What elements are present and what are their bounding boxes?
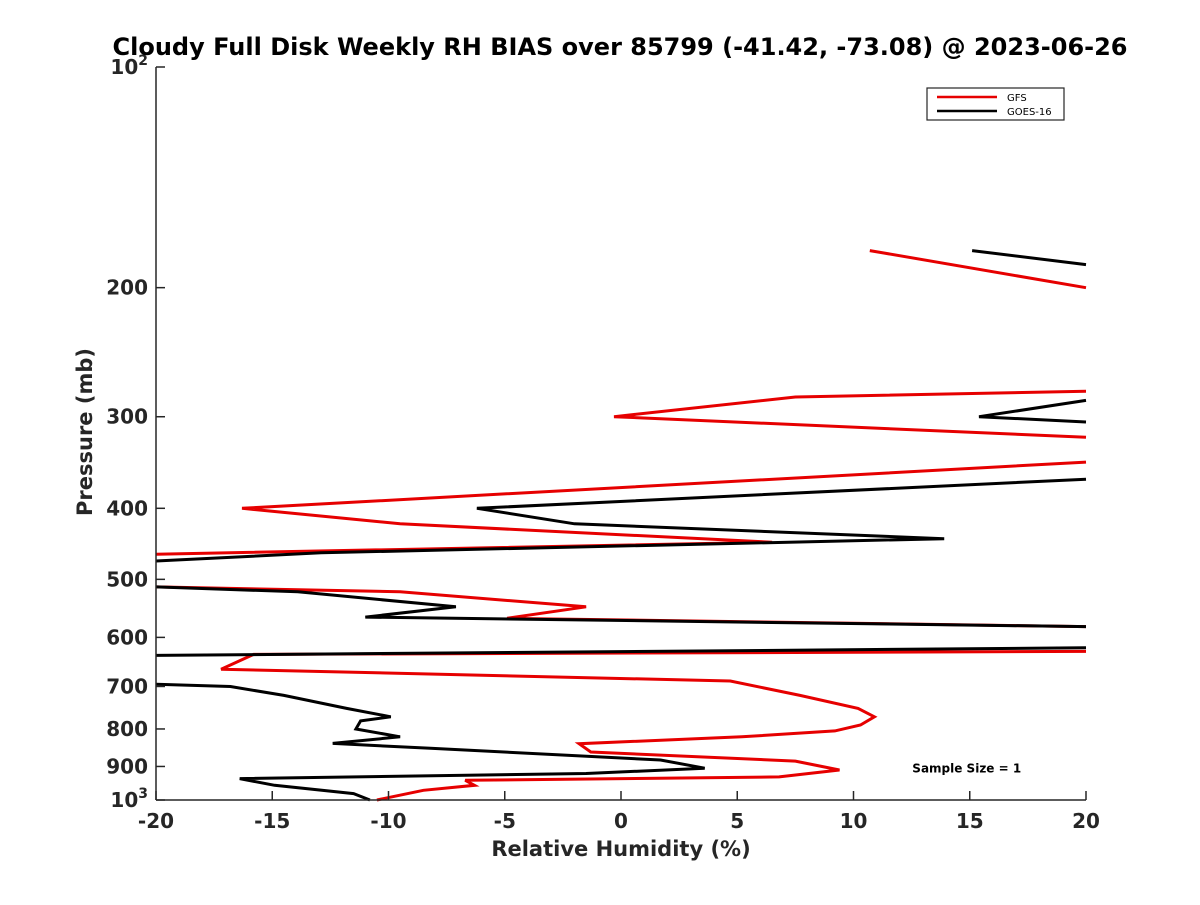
- series-goes-16: [155, 249, 1087, 802]
- sample-size-annotation: Sample Size = 1: [912, 761, 1021, 775]
- chart-title: Cloudy Full Disk Weekly RH BIAS over 857…: [113, 33, 1128, 61]
- legend-box: [926, 87, 1065, 121]
- series-line-goes-16: [978, 398, 1087, 424]
- x-tick-label: 15: [956, 809, 984, 833]
- x-tick-label: 10: [840, 809, 868, 833]
- x-axis-label: Relative Humidity (%): [491, 837, 750, 861]
- y-tick-label: 300: [106, 405, 148, 429]
- y-tick-label: 800: [106, 717, 148, 741]
- series-line-goes-16: [155, 585, 1087, 629]
- y-tick-label: 400: [106, 496, 148, 520]
- y-tick-label: 200: [106, 276, 148, 300]
- series-line-goes-16: [971, 249, 1087, 267]
- annotations: Sample Size = 1: [912, 761, 1021, 775]
- series-line-goes-16: [155, 646, 1087, 657]
- x-tick-label: 20: [1072, 809, 1100, 833]
- y-axis-ticks: 102 200 300 400 500 600 700 800 900 103: [106, 53, 165, 812]
- legend-label-goes-16: GOES-16: [1007, 107, 1052, 118]
- x-tick-label: 0: [614, 809, 628, 833]
- y-tick-label: 103: [110, 786, 148, 812]
- x-tick-label: 5: [730, 809, 744, 833]
- x-tick-label: -15: [254, 809, 290, 833]
- legend-label-gfs: GFS: [1007, 93, 1027, 104]
- y-tick-label: 600: [106, 625, 148, 649]
- y-tick-label: 102: [110, 53, 148, 79]
- x-axis-ticks: -20 -15 -10 -5 0 5 10 15 20: [138, 791, 1100, 833]
- series-line-gfs: [869, 249, 1087, 290]
- marks-layer: [155, 249, 1087, 802]
- x-tick-label: -5: [494, 809, 516, 833]
- y-tick-label: 500: [106, 567, 148, 591]
- y-axis-label: Pressure (mb): [73, 348, 97, 516]
- series-line-goes-16: [155, 477, 1087, 563]
- series-line-gfs: [613, 389, 1087, 439]
- x-tick-label: -20: [138, 809, 174, 833]
- legend: GFS GOES-16: [926, 87, 1065, 121]
- y-tick-label: 700: [106, 674, 148, 698]
- x-tick-label: -10: [370, 809, 406, 833]
- series-line-gfs: [220, 649, 1087, 802]
- series-line-goes-16: [155, 682, 705, 802]
- y-tick-label: 900: [106, 754, 148, 778]
